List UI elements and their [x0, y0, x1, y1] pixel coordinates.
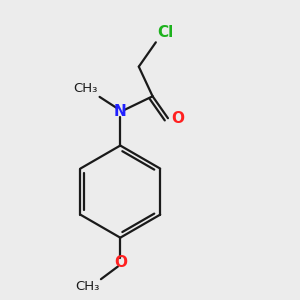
Text: CH₃: CH₃ [73, 82, 97, 95]
Text: Cl: Cl [157, 25, 174, 40]
Text: O: O [172, 111, 184, 126]
Text: N: N [114, 104, 127, 119]
Text: O: O [114, 255, 127, 270]
Text: CH₃: CH₃ [75, 280, 99, 293]
